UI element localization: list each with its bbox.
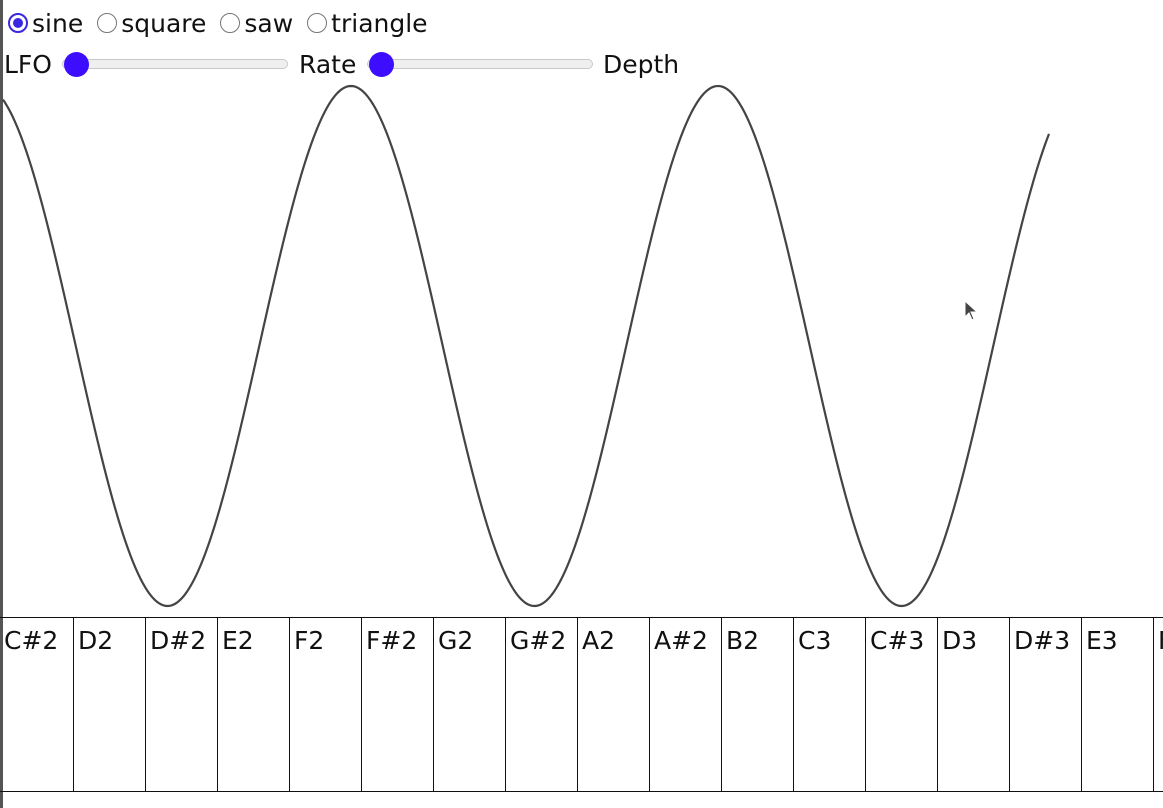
waveform-selector: sine square saw triangle [8,6,442,40]
piano-key[interactable]: D2 [74,618,146,791]
piano-key[interactable]: B2 [722,618,794,791]
depth-slider-track[interactable] [367,59,593,69]
piano-key[interactable]: D#3 [1010,618,1082,791]
piano-key[interactable]: G2 [434,618,506,791]
piano-key[interactable]: A2 [578,618,650,791]
piano-key[interactable]: F2 [290,618,362,791]
piano-key[interactable]: G#2 [506,618,578,791]
piano-key[interactable]: A#2 [650,618,722,791]
piano-key[interactable]: C#2 [0,618,74,791]
piano-key[interactable]: E3 [1082,618,1154,791]
piano-key[interactable]: D#2 [146,618,218,791]
rate-label: Rate [299,50,357,79]
waveform-label-sine: sine [32,8,84,38]
depth-label: Depth [603,50,680,79]
waveform-label-triangle: triangle [331,8,428,38]
rate-slider-thumb[interactable] [64,52,89,77]
piano-key[interactable]: F#2 [362,618,434,791]
lfo-label: LFO [4,50,52,79]
waveform-label-square: square [121,8,207,38]
waveform-display [2,84,1051,608]
mouse-pointer-icon [964,300,979,321]
radio-sine[interactable] [8,13,28,33]
piano-key[interactable]: C3 [794,618,866,791]
waveform-option-saw[interactable]: saw [220,9,293,38]
waveform-option-triangle[interactable]: triangle [307,8,428,38]
waveform-option-sine[interactable]: sine [8,9,83,38]
piano-keyboard: C#2D2D#2E2F2F#2G2G#2A2A#2B2C3C#3D3D#3E3F… [0,617,1163,792]
depth-slider[interactable] [367,52,593,77]
radio-square[interactable] [97,13,118,33]
radio-triangle[interactable] [307,13,328,33]
rate-slider-track[interactable] [62,59,288,69]
depth-slider-thumb[interactable] [369,52,394,77]
window-left-edge [0,0,3,808]
waveform-curve [2,84,1051,608]
radio-saw[interactable] [220,13,241,33]
waveform-option-square[interactable]: square [97,9,206,38]
piano-key[interactable]: E2 [218,618,290,791]
rate-slider[interactable] [62,52,288,77]
piano-key[interactable]: F3 [1154,618,1163,791]
waveform-label-saw: saw [244,8,294,38]
piano-key[interactable]: C#3 [866,618,938,791]
piano-key[interactable]: D3 [938,618,1010,791]
